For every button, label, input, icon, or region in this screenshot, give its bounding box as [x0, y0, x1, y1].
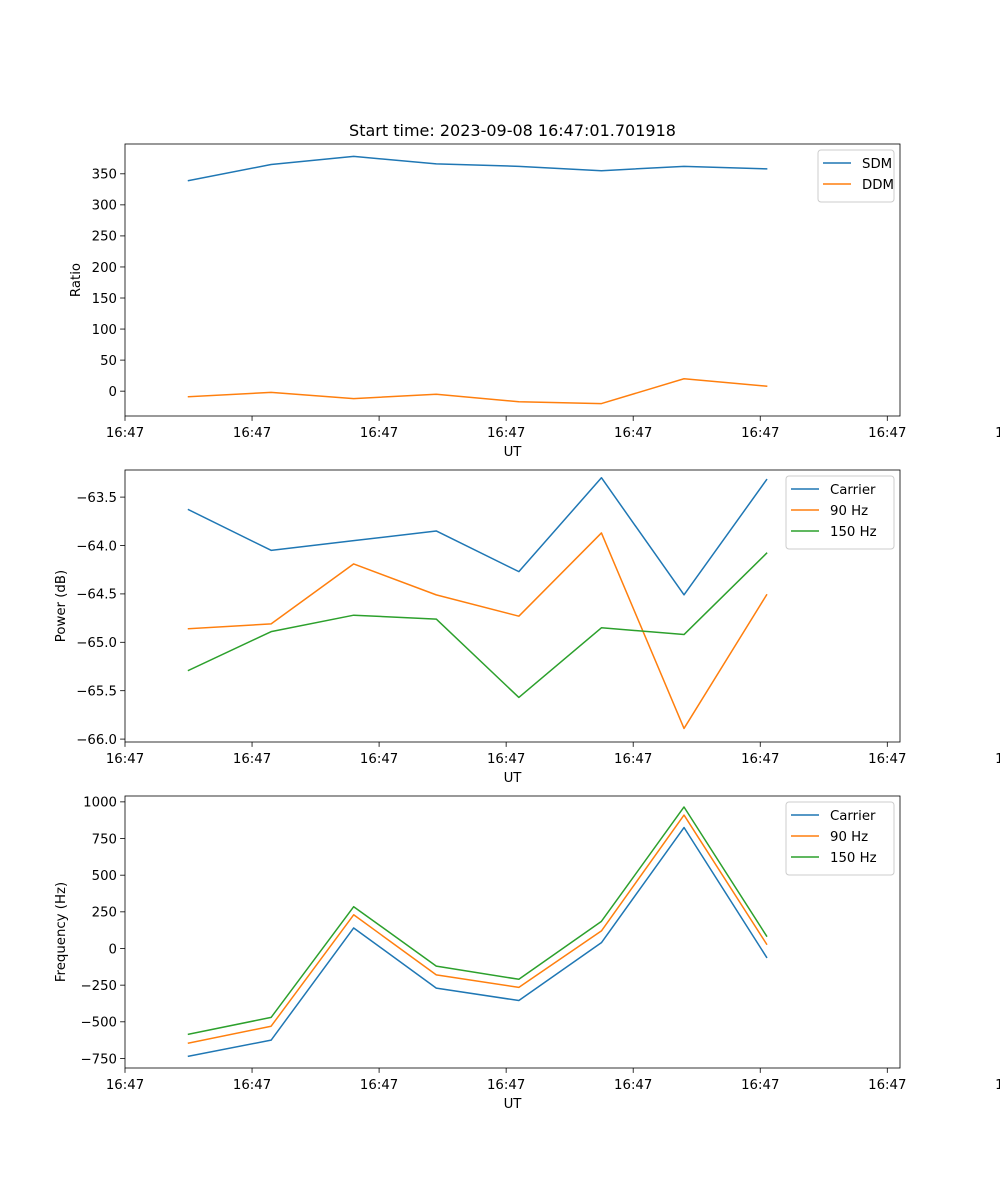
x-tick-label: 16:47 [614, 752, 652, 767]
y-tick-label: 1000 [83, 796, 117, 811]
series-line-carrier [187, 476, 768, 596]
x-tick-label: 16:47 [868, 752, 906, 767]
legend: Carrier 90 Hz 150 Hz [785, 475, 895, 550]
axes-frame [124, 143, 901, 417]
x-axis-label: UT [504, 445, 523, 460]
y-tick-label: 150 [92, 292, 117, 307]
axes-frame [124, 795, 901, 1069]
x-tick-label: 16:47 [614, 426, 652, 441]
x-tick-label: 16:47 [233, 752, 271, 767]
x-tick-label: 16:47 [487, 752, 525, 767]
x-tick-label: 16:47 [868, 1078, 906, 1093]
legend: SDM DDM [817, 149, 895, 203]
series-line-90-hz [187, 814, 768, 1044]
y-tick-label: −500 [80, 1016, 117, 1031]
series-line-150-hz [187, 552, 768, 699]
y-tick-label: −66.0 [76, 733, 117, 748]
legend-label: SDM [862, 157, 892, 172]
y-tick-label: 250 [92, 230, 117, 245]
x-tick-label: 16:47 [360, 752, 398, 767]
legend-label: 90 Hz [830, 504, 868, 519]
y-tick-label: −63.5 [76, 491, 117, 506]
legend-label: Carrier [830, 483, 876, 498]
x-tick-label: 16:47 [614, 1078, 652, 1093]
y-axis-label: Frequency (Hz) [54, 882, 69, 982]
legend-label: 150 Hz [830, 851, 877, 866]
y-tick-label: 300 [92, 199, 117, 214]
y-tick-label: 250 [92, 906, 117, 921]
y-tick-label: 750 [92, 832, 117, 847]
x-tick-label: 16:47 [741, 1078, 779, 1093]
x-tick-label: 16:47 [106, 752, 144, 767]
subplots: 16:47 16:47 16:47 16:47 16:47 16:47 16:47 16:48… [54, 143, 1000, 1112]
x-tick-label: 16:47 [233, 426, 271, 441]
legend-label: DDM [862, 178, 894, 193]
x-axis-label: UT [504, 771, 523, 786]
legend: Carrier 90 Hz 150 Hz [785, 801, 895, 876]
y-tick-label: 350 [92, 168, 117, 183]
figure-title: Start time: 2023-09-08 16:47:01.701918 [349, 121, 676, 140]
y-tick-label: −65.5 [76, 684, 117, 699]
y-tick-label: −250 [80, 979, 117, 994]
y-tick-label: 0 [109, 942, 117, 957]
x-tick-label: 16:47 [741, 426, 779, 441]
y-tick-label: 200 [92, 261, 117, 276]
y-tick-label: −64.5 [76, 588, 117, 603]
x-tick-label: 16:47 [741, 752, 779, 767]
x-tick-label: 16:47 [233, 1078, 271, 1093]
x-tick-label: 16:47 [106, 1078, 144, 1093]
axes-frame [124, 469, 901, 743]
series-line-90-hz [187, 532, 768, 730]
x-axis-label: UT [504, 1097, 523, 1112]
x-tick-label: 16:47 [487, 1078, 525, 1093]
x-tick-label: 16:47 [360, 426, 398, 441]
x-tick-label: 16:48 [995, 752, 1000, 767]
subplot-1: 16:47 16:47 16:47 16:47 16:47 16:47 16:47 16:48… [69, 143, 1000, 460]
subplot-2: 16:47 16:47 16:47 16:47 16:47 16:47 16:47 16:48… [54, 469, 1000, 786]
legend-label: Carrier [830, 809, 876, 824]
subplot-3: 16:47 16:47 16:47 16:47 16:47 16:47 16:47 16:48… [54, 795, 1000, 1112]
y-tick-label: 50 [100, 354, 117, 369]
legend-label: 90 Hz [830, 830, 868, 845]
series-line-ddm [187, 377, 768, 405]
y-tick-label: 0 [109, 385, 117, 400]
legend-label: 150 Hz [830, 525, 877, 540]
y-tick-label: −750 [80, 1052, 117, 1067]
series-line-carrier [187, 826, 768, 1058]
x-tick-label: 16:48 [995, 426, 1000, 441]
x-tick-label: 16:47 [487, 426, 525, 441]
x-tick-label: 16:47 [106, 426, 144, 441]
x-tick-label: 16:48 [995, 1078, 1000, 1093]
series-line-sdm [187, 155, 768, 182]
y-tick-label: 500 [92, 869, 117, 884]
y-tick-label: 100 [92, 323, 117, 338]
x-tick-label: 16:47 [868, 426, 906, 441]
series-line-150-hz [187, 806, 768, 1036]
y-tick-label: −65.0 [76, 636, 117, 651]
y-tick-label: −64.0 [76, 539, 117, 554]
x-tick-label: 16:47 [360, 1078, 398, 1093]
y-axis-label: Power (dB) [54, 570, 69, 642]
y-axis-label: Ratio [69, 263, 84, 297]
